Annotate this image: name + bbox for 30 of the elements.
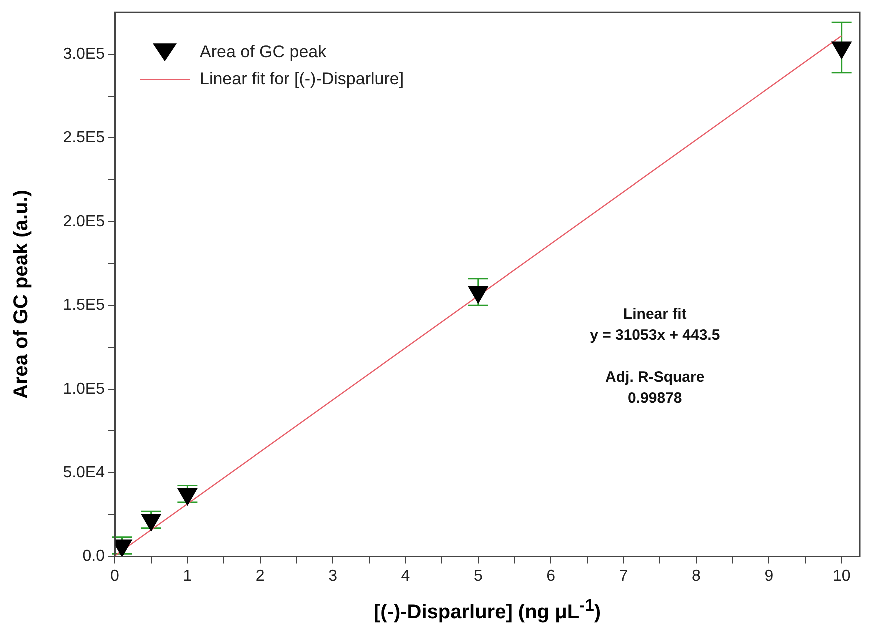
- y-axis-title: Area of GC peak (a.u.): [10, 189, 34, 401]
- x-tick-label: 7: [619, 568, 628, 585]
- point: [141, 514, 162, 532]
- point: [468, 286, 488, 304]
- x-tick-label: 2: [256, 568, 265, 585]
- annotation: 0.99878: [628, 390, 682, 407]
- x-tick-label: 1: [183, 568, 192, 585]
- y-tick-label: 0.0: [82, 548, 106, 566]
- y-tick-label: 1.5E5: [63, 297, 106, 314]
- y-tick-label: 3.0E5: [63, 46, 106, 63]
- x-tick-label: 0: [110, 568, 120, 585]
- y-tick-label: 2.5E5: [63, 130, 106, 147]
- x-tick-label: 6: [546, 568, 556, 585]
- x-axis-title: [(-)-Disparlure] (ng μL$^{-1}$): [372, 596, 602, 625]
- annotation: y = 31053x + 443.5: [590, 326, 720, 344]
- legend-label: Linear fit for [(-)-Disparlure]: [200, 69, 404, 88]
- legend-label: Area of GC peak: [200, 42, 328, 62]
- point: [832, 42, 852, 60]
- x-tick-label: 8: [692, 568, 702, 585]
- y-tick-label: 5.0E4: [63, 464, 106, 482]
- y-tick-label: 1.0E5: [63, 380, 106, 398]
- x-tick-label: 5: [474, 568, 483, 585]
- x-tick-label: 4: [401, 568, 410, 585]
- point: [178, 488, 198, 506]
- x-tick-label: 10: [832, 568, 851, 585]
- annotation: Linear fit: [623, 306, 687, 323]
- x-tick-label: 3: [328, 568, 338, 585]
- annotation: Adj. R-Square: [606, 368, 705, 386]
- y-tick-label: 2.0E5: [63, 213, 106, 230]
- x-tick-label: 9: [764, 568, 774, 585]
